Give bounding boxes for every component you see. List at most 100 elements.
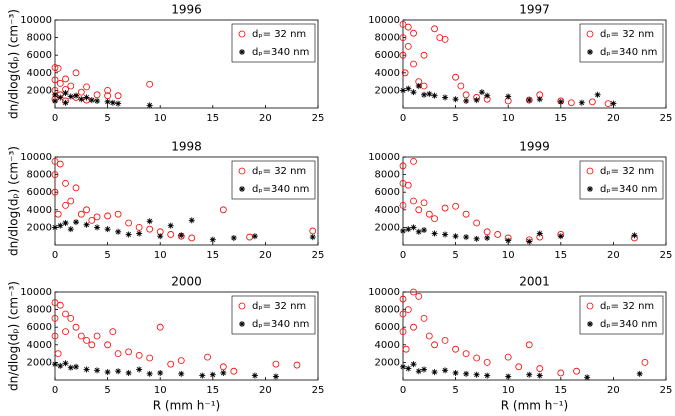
point-circle <box>494 231 502 238</box>
x-tick-label: 25 <box>660 250 673 261</box>
legend-marker <box>238 302 246 310</box>
point-star <box>199 372 206 379</box>
y-tick-label: 4000 <box>27 340 52 351</box>
point-star <box>104 226 111 233</box>
point-circle <box>457 82 465 90</box>
point-circle <box>415 206 423 214</box>
point-circle <box>573 367 580 375</box>
point-star <box>88 97 95 104</box>
point-star <box>146 102 153 109</box>
point-star <box>73 219 80 226</box>
point-star <box>536 230 543 237</box>
point-circle <box>146 354 154 362</box>
plot-area <box>51 157 317 243</box>
point-star <box>431 230 438 237</box>
point-circle <box>441 35 449 43</box>
point-circle <box>51 76 59 84</box>
x-tick-label: 15 <box>554 113 567 124</box>
y-tick-label: 2000 <box>375 357 400 368</box>
point-circle <box>51 157 59 165</box>
point-circle <box>452 73 460 81</box>
x-tick-label: 5 <box>452 250 458 261</box>
legend-box <box>579 23 664 63</box>
point-circle <box>483 228 491 236</box>
legend-label: dₚ=340 nm <box>600 319 657 330</box>
y-tick-label: 10000 <box>368 15 400 26</box>
x-tick-label: 25 <box>312 113 325 124</box>
point-star <box>167 222 174 229</box>
point-circle <box>462 91 470 99</box>
y-tick-label: 2000 <box>375 222 400 233</box>
y-tick-label: 10000 <box>368 152 400 163</box>
point-circle <box>399 51 407 59</box>
point-circle <box>83 206 90 214</box>
legend-marker <box>239 321 245 327</box>
panel-title: 1998 <box>171 140 202 154</box>
point-circle <box>219 206 227 214</box>
point-circle <box>504 353 512 361</box>
point-circle <box>114 92 122 100</box>
x-tick-label: 10 <box>154 250 167 261</box>
x-tick-label: 5 <box>452 113 458 124</box>
point-star <box>473 235 480 242</box>
x-tick-label: 15 <box>554 385 567 396</box>
point-star <box>473 97 480 104</box>
point-star <box>309 234 316 241</box>
point-star <box>146 370 153 377</box>
y-axis-label: dn/dlog(dₚ) (cm⁻³) <box>7 281 21 391</box>
point-star <box>73 363 80 370</box>
axes-frame <box>54 156 319 246</box>
x-tick-label: 0 <box>400 250 406 261</box>
point-circle <box>431 341 438 349</box>
point-circle <box>104 341 111 349</box>
y-tick-label: 8000 <box>27 33 52 44</box>
x-tick-label: 5 <box>104 113 110 124</box>
point-circle <box>425 210 433 218</box>
point-star <box>400 227 406 234</box>
panel-title: 1996 <box>171 3 202 17</box>
point-circle <box>93 91 101 99</box>
axes-frame <box>54 291 319 381</box>
point-star <box>536 372 543 379</box>
x-tick-label: 0 <box>52 385 58 396</box>
point-star <box>484 92 491 99</box>
point-star <box>67 364 74 371</box>
point-star <box>400 87 406 94</box>
point-circle <box>399 20 407 28</box>
x-tick-label: 20 <box>607 113 620 124</box>
point-star <box>157 233 164 240</box>
point-star <box>442 367 449 374</box>
point-star <box>415 228 422 235</box>
point-star <box>178 370 185 377</box>
point-circle <box>399 295 407 303</box>
legend-marker <box>239 49 245 55</box>
y-tick-label: 2000 <box>27 222 52 233</box>
y-tick-label: 6000 <box>375 322 400 333</box>
point-star <box>62 90 69 97</box>
point-star <box>230 234 237 241</box>
point-circle <box>62 328 69 336</box>
point-star <box>410 361 417 368</box>
point-star <box>526 238 533 245</box>
point-star <box>536 96 543 103</box>
x-tick-label: 0 <box>400 113 406 124</box>
point-star <box>452 369 459 376</box>
point-circle <box>62 201 69 209</box>
point-circle <box>410 197 417 205</box>
point-star <box>178 232 185 239</box>
point-star <box>115 368 122 375</box>
point-circle <box>219 363 227 371</box>
point-star <box>52 97 58 104</box>
point-circle <box>401 69 409 77</box>
y-tick-label: 8000 <box>27 305 52 316</box>
point-star <box>526 97 533 104</box>
legend-label: dₚ=340 nm <box>600 47 657 58</box>
point-circle <box>425 332 433 340</box>
point-circle <box>204 353 211 361</box>
point-star <box>57 222 64 229</box>
x-tick-label: 5 <box>104 385 110 396</box>
x-tick-label: 10 <box>502 385 515 396</box>
point-star <box>405 226 412 233</box>
x-tick-label: 10 <box>154 385 167 396</box>
y-tick-label: 10000 <box>20 15 52 26</box>
